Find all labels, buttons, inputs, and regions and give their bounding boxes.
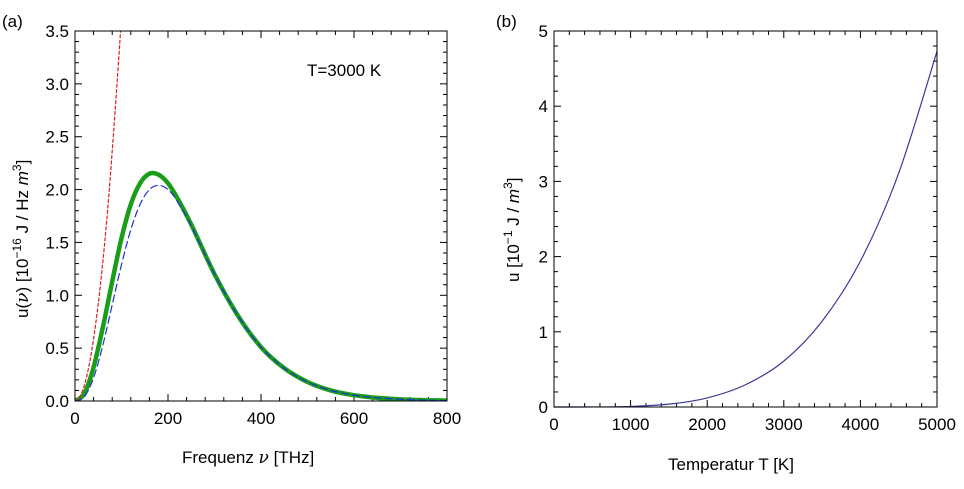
a-x-tick-label: 200: [154, 409, 182, 428]
b-y-tick-label: 5: [539, 22, 548, 41]
b-x-tick-label: 5000: [918, 415, 956, 434]
a-y-tick-label: 1.5: [45, 233, 69, 252]
panel-a: (a) 0 200 400 600 800 0.0 0.5 1.0 1.5 2.0 2.5 3.0 3.…: [2, 12, 461, 468]
a-y-tick-label: 1.0: [45, 286, 69, 305]
panel-b: (b) 0 1000 2000 3000 4000 5000 0 1 2 3 4 5 Temperat…: [496, 12, 956, 474]
panel-b-ticks: 0 1000 2000 3000 4000 5000 0 1 2 3 4 5: [539, 22, 956, 434]
panel-b-plot-frame: [553, 30, 938, 408]
panel-a-series: [75, 31, 447, 401]
b-x-tick-label: 1000: [612, 415, 650, 434]
a-series-line-2: [75, 184, 447, 401]
x-label-symbol: ν: [259, 448, 269, 468]
b-x-tick-label: 3000: [765, 415, 803, 434]
y-label-exponent: −16: [10, 238, 24, 259]
a-series-line-1: [75, 170, 447, 401]
b-y-tick-label: 3: [539, 172, 548, 191]
y-label-prefix: u(: [13, 303, 32, 318]
y-label-m-exponent: 3: [501, 182, 515, 189]
panel-a-plot-frame: [74, 30, 448, 402]
x-label-unit: [THz]: [269, 448, 314, 467]
panel-b-label: (b): [496, 12, 517, 31]
b-x-tick-label: 4000: [841, 415, 879, 434]
y-label-mid: ) [10: [13, 259, 32, 293]
y-label-units: J /: [504, 203, 523, 230]
b-x-tick-label: 0: [549, 415, 558, 434]
b-x-tick-label: 2000: [688, 415, 726, 434]
a-x-tick-label: 800: [433, 409, 461, 428]
panel-b-y-axis-label: u [10−1 J / m3]: [501, 178, 523, 283]
a-x-tick-label: 0: [70, 409, 79, 428]
y-label-exponent: −1: [501, 230, 515, 244]
a-y-tick-label: 0.0: [45, 392, 69, 411]
y-label-close: ]: [504, 178, 523, 183]
b-y-tick-label: 1: [539, 323, 548, 342]
b-y-tick-label: 2: [539, 248, 548, 267]
a-y-tick-label: 0.5: [45, 339, 69, 358]
y-label-main: u [10: [504, 244, 523, 282]
y-label-units: J / Hz: [13, 185, 32, 238]
a-series-line-3: [75, 31, 122, 401]
b-series-line-1: [553, 50, 938, 408]
a-y-tick-label: 3.5: [45, 22, 69, 41]
panel-a-y-axis-label: u(ν) [10−16 J / Hz m3]: [10, 160, 33, 318]
a-x-tick-label: 400: [247, 409, 275, 428]
panel-a-x-axis-label: Frequenz ν [THz]: [182, 448, 314, 468]
b-y-tick-label: 0: [539, 398, 548, 417]
panel-a-ticks: 0 200 400 600 800 0.0 0.5 1.0 1.5 2.0 2.5 3.0 3.5: [45, 22, 461, 428]
y-label-close: ]: [13, 160, 32, 165]
b-y-tick-label: 4: [539, 97, 548, 116]
y-label-m: m: [13, 171, 32, 185]
a-y-tick-label: 2.5: [45, 128, 69, 147]
a-y-tick-label: 2.0: [45, 181, 69, 200]
y-label-m: m: [504, 189, 523, 203]
panel-b-x-axis-label: Temperatur T [K]: [668, 455, 794, 474]
panel-a-label: (a): [2, 12, 23, 31]
a-y-tick-label: 3.0: [45, 75, 69, 94]
x-label-prefix: Frequenz: [182, 448, 259, 467]
y-label-symbol: ν: [13, 293, 33, 303]
a-x-tick-label: 600: [340, 409, 368, 428]
y-label-m-exponent: 3: [10, 164, 24, 171]
annotation-temperature: T=3000 K: [307, 61, 382, 80]
panel-b-series: [553, 50, 938, 408]
